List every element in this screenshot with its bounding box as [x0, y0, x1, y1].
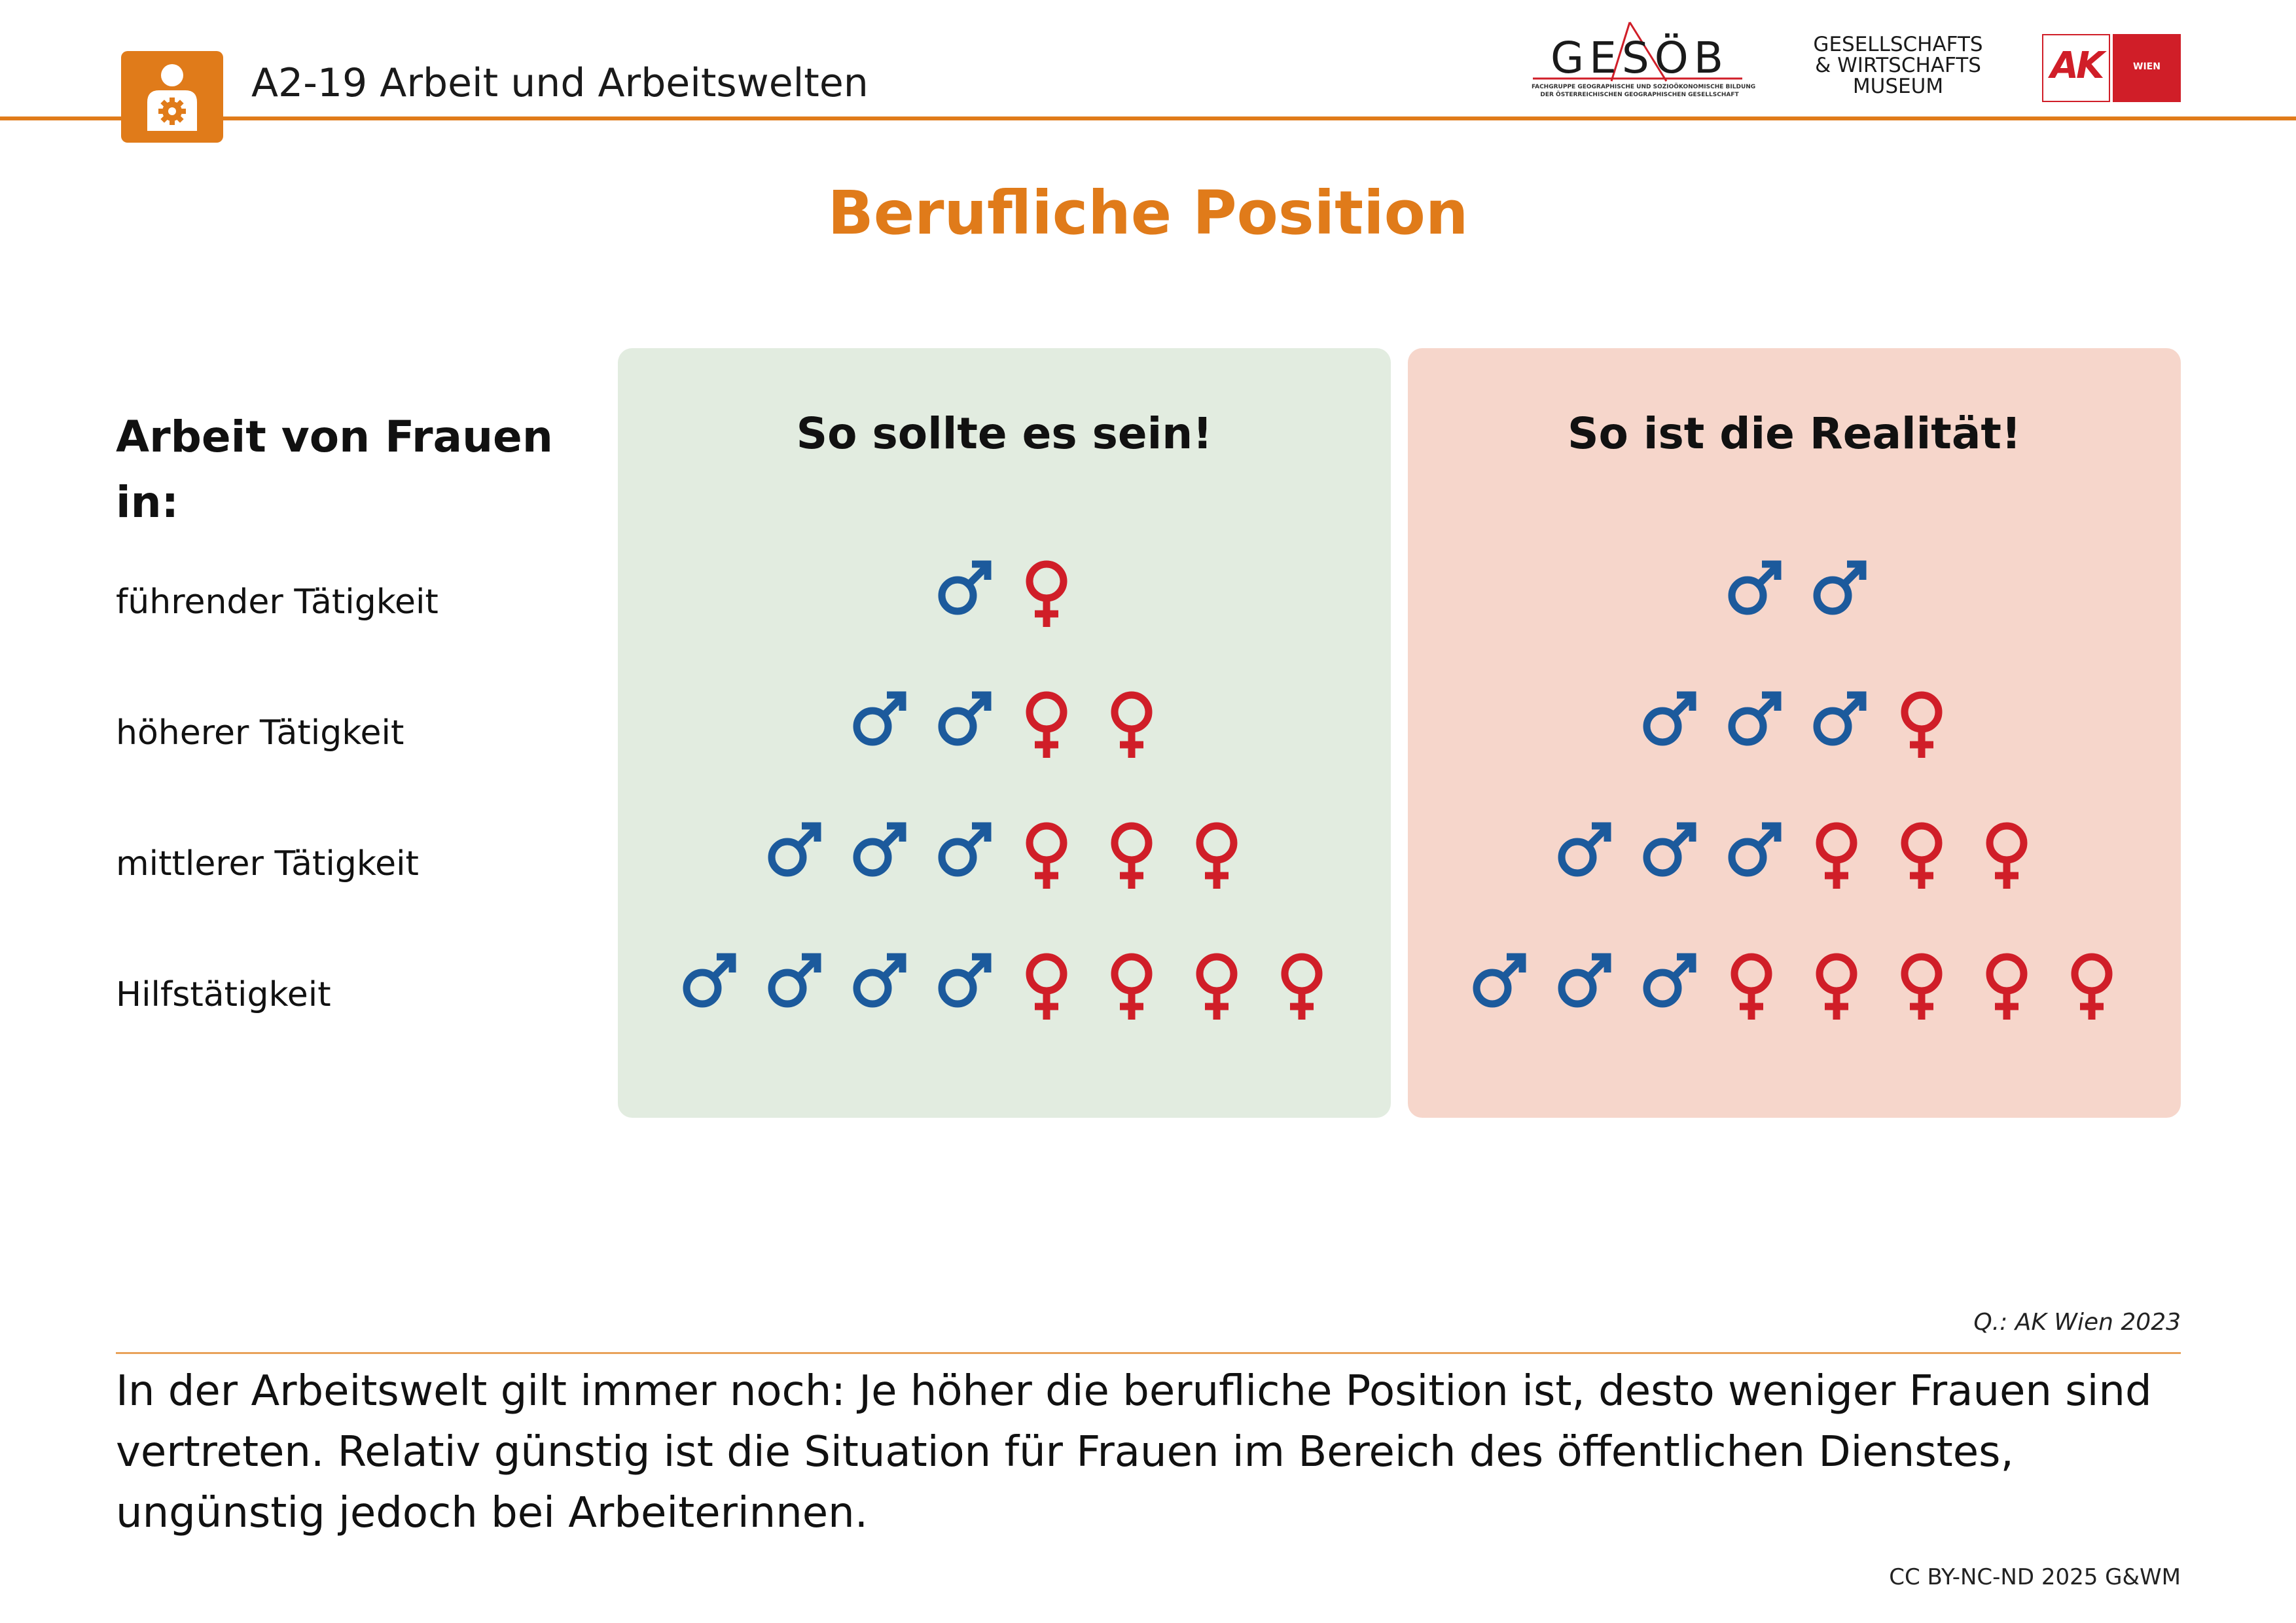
female-symbol-icon: [1026, 953, 1067, 1020]
female-symbol-icon: [1901, 822, 1943, 889]
female-symbol-icon: [1026, 560, 1067, 627]
museum-line-2: & WIRTSCHAFTS: [1815, 54, 1981, 77]
male-symbol-icon: [853, 691, 906, 746]
male-symbol-icon: [1643, 953, 1696, 1008]
male-symbol-icon: [938, 822, 992, 877]
header-rule: [0, 116, 2296, 120]
panel-ideal-title: So sollte es sein!: [796, 408, 1213, 459]
female-symbol-icon: [1111, 822, 1153, 889]
male-symbol-icon: [768, 953, 821, 1008]
worker-gear-icon: [121, 51, 223, 143]
male-symbol-icon: [1643, 822, 1696, 877]
female-symbol-icon: [1816, 953, 1857, 1020]
female-symbol-icon: [1986, 953, 2028, 1020]
row-label-higher: höherer Tätigkeit: [116, 713, 404, 753]
female-symbol-icon: [2071, 953, 2113, 1020]
real-symbols: [1473, 560, 2113, 1020]
male-symbol-icon: [1558, 953, 1611, 1008]
license-note: CC BY-NC-ND 2025 G&WM: [1889, 1564, 2181, 1590]
museum-logo: GESELLSCHAFTS & WIRTSCHAFTS MUSEUM: [1793, 34, 2003, 97]
panel-real: So ist die Realität!: [1408, 348, 2181, 1118]
row-label-leading: führender Tätigkeit: [116, 582, 439, 622]
body-text: In der Arbeitswelt gilt immer noch: Je h…: [116, 1367, 2152, 1537]
female-symbol-icon: [1196, 822, 1238, 889]
ak-city-box: WIEN: [2113, 34, 2181, 102]
header-title: A2-19 Arbeit und Arbeitswelten: [251, 60, 869, 106]
male-symbol-icon: [1813, 691, 1867, 746]
female-symbol-icon: [1026, 822, 1067, 889]
male-symbol-icon: [1728, 822, 1782, 877]
male-symbol-icon: [1813, 560, 1867, 615]
male-symbol-icon: [1643, 691, 1696, 746]
female-symbol-icon: [1901, 953, 1943, 1020]
male-symbol-icon: [1728, 691, 1782, 746]
female-symbol-icon: [1111, 691, 1153, 758]
gesoeb-subtitle-2: DER ÖSTERREICHISCHEN GEOGRAPHISCHEN GESE…: [1540, 92, 1739, 98]
female-symbol-icon: [1731, 953, 1772, 1020]
ak-mark: AK: [2042, 34, 2110, 102]
male-symbol-icon: [1473, 953, 1526, 1008]
male-symbol-icon: [683, 953, 736, 1008]
male-symbol-icon: [853, 822, 906, 877]
ak-mark-text: AK: [2050, 45, 2105, 87]
ak-city-text: WIEN: [2133, 62, 2161, 72]
ak-wien-logo: AK WIEN: [2042, 34, 2181, 102]
museum-line-3: MUSEUM: [1852, 75, 1944, 98]
gesoeb-subtitle-1: FACHGRUPPE GEOGRAPHISCHE UND SOZIOÖKONOM…: [1532, 84, 1756, 90]
female-symbol-icon: [1281, 953, 1323, 1020]
male-symbol-icon: [938, 691, 992, 746]
gesoeb-wordmark: GESÖB: [1551, 33, 1729, 83]
female-symbol-icon: [1026, 691, 1067, 758]
female-symbol-icon: [1111, 953, 1153, 1020]
male-symbol-icon: [768, 822, 821, 877]
male-symbol-icon: [938, 560, 992, 615]
panel-real-title: So ist die Realität!: [1568, 408, 2021, 459]
female-symbol-icon: [1901, 691, 1943, 758]
ideal-symbols: [683, 560, 1323, 1020]
row-label-auxiliary: Hilfstätigkeit: [116, 975, 331, 1014]
panel-ideal: So sollte es sein!: [618, 348, 1391, 1118]
source-note: Q.: AK Wien 2023: [1973, 1309, 2181, 1336]
row-heading: Arbeit von Frauen in:: [116, 412, 553, 527]
row-label-middle: mittlerer Tätigkeit: [116, 844, 419, 883]
female-symbol-icon: [1986, 822, 2028, 889]
male-symbol-icon: [1728, 560, 1782, 615]
page-title: Berufliche Position: [827, 178, 1469, 248]
male-symbol-icon: [1558, 822, 1611, 877]
male-symbol-icon: [938, 953, 992, 1008]
footer-rule: [116, 1352, 2181, 1354]
museum-line-1: GESELLSCHAFTS: [1813, 33, 1983, 56]
male-symbol-icon: [853, 953, 906, 1008]
female-symbol-icon: [1196, 953, 1238, 1020]
gesoeb-logo: GESÖB FACHGRUPPE GEOGRAPHISCHE UND SOZIO…: [1532, 18, 1756, 103]
female-symbol-icon: [1816, 822, 1857, 889]
